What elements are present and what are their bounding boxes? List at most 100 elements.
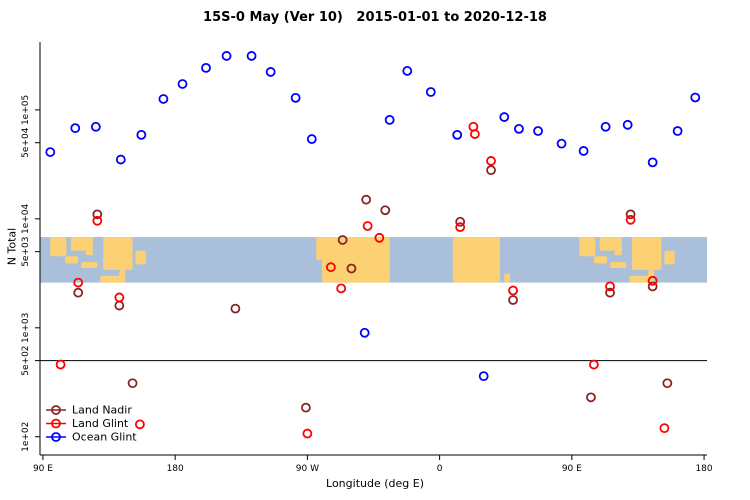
data-point-land-nadir: [73, 287, 84, 298]
data-point-ocean-glint: [90, 121, 101, 132]
data-point-land-nadir: [114, 300, 125, 311]
data-point-land-nadir: [346, 263, 357, 274]
data-point-land-glint: [114, 292, 125, 303]
data-point-land-nadir: [625, 209, 636, 220]
map-band-land: [103, 237, 133, 270]
map-band-land: [599, 237, 615, 251]
map-band-land: [579, 237, 596, 257]
data-point-land-glint: [302, 428, 313, 439]
data-point-ocean-glint: [578, 146, 589, 156]
x-tick-label: 90 E: [562, 464, 582, 474]
data-point-ocean-glint: [45, 147, 56, 157]
map-band-land: [610, 262, 627, 269]
map-band-land: [452, 237, 500, 283]
data-point-ocean-glint: [115, 154, 126, 165]
map-band-land: [664, 250, 675, 265]
data-point-land-nadir: [301, 402, 311, 413]
y-tick-label: 5e+04: [21, 127, 31, 158]
map-band-land: [316, 237, 324, 260]
data-point-ocean-glint: [384, 114, 395, 125]
data-point-land-glint: [605, 281, 615, 292]
data-point-ocean-glint: [533, 126, 543, 136]
data-point-ocean-glint: [499, 112, 510, 122]
map-band-land: [614, 237, 622, 256]
y-tick-label: 5e+03: [21, 237, 31, 267]
data-point-ocean-glint: [201, 62, 211, 73]
map-band-land: [70, 237, 86, 251]
data-point-land-glint: [325, 262, 336, 273]
data-point-ocean-glint: [672, 126, 683, 136]
data-point-land-nadir: [92, 209, 103, 220]
map-band-land: [119, 269, 126, 283]
data-point-land-glint: [336, 283, 347, 294]
data-point-ocean-glint: [136, 129, 147, 140]
data-point-ocean-glint: [177, 79, 188, 89]
x-tick-label: 180: [695, 464, 712, 474]
map-band-land: [50, 237, 67, 257]
map-band-land: [593, 256, 608, 264]
y-tick-label: 1e+02: [21, 422, 31, 452]
map-band-land: [322, 237, 390, 283]
legend-marker-land-nadir: [51, 405, 61, 415]
data-point-land-nadir: [455, 216, 466, 227]
data-point-land-glint: [92, 215, 103, 226]
x-tick-label: 180: [167, 464, 184, 474]
data-point-ocean-glint: [402, 66, 413, 76]
data-point-ocean-glint: [306, 134, 317, 144]
y-tick-label: 1e+05: [21, 95, 31, 125]
data-point-land-nadir: [647, 281, 658, 292]
legend-label-land-glint: Land Glint: [72, 417, 129, 430]
data-point-land-glint: [625, 214, 636, 225]
map-band-land: [81, 262, 98, 269]
x-tick-label: 0: [437, 464, 443, 474]
data-point-ocean-glint: [290, 92, 301, 103]
data-point-land-nadir: [486, 165, 496, 176]
data-point-ocean-glint: [514, 123, 524, 134]
map-band-land: [100, 275, 121, 283]
data-point-land-glint: [588, 359, 599, 370]
x-tick-label: 90 W: [296, 464, 319, 474]
legend-label-land-nadir: Land Nadir: [72, 404, 132, 417]
data-point-ocean-glint: [221, 51, 232, 61]
legend-label-ocean-glint: Ocean Glint: [72, 431, 137, 444]
map-band-land: [135, 250, 146, 265]
y-axis-title: N Total: [5, 227, 19, 266]
legend-marker-ocean-glint: [51, 432, 61, 442]
data-point-land-nadir: [361, 194, 372, 205]
y-tick-label: 1e+04: [21, 203, 31, 234]
data-point-land-glint: [647, 275, 658, 286]
data-point-land-glint: [73, 277, 84, 288]
data-point-land-nadir: [508, 295, 518, 305]
data-point-ocean-glint: [622, 119, 633, 130]
data-point-land-glint: [455, 222, 466, 233]
data-point-land-glint: [135, 419, 145, 430]
data-point-land-glint: [374, 232, 385, 243]
data-point-land-glint: [486, 156, 496, 166]
data-point-land-nadir: [337, 235, 348, 245]
data-point-ocean-glint: [246, 51, 257, 61]
data-point-ocean-glint: [359, 327, 370, 338]
data-point-ocean-glint: [158, 94, 169, 104]
data-point-ocean-glint: [70, 123, 81, 134]
map-band-land: [85, 237, 93, 256]
data-point-ocean-glint: [265, 67, 276, 77]
map-band-land: [629, 275, 650, 283]
chart-title: 15S-0 May (Ver 10) 2015-01-01 to 2020-12…: [203, 10, 547, 25]
map-band-land: [64, 256, 79, 264]
x-axis-title: Longitude (deg E): [326, 477, 424, 490]
y-tick-label: 1e+03: [21, 313, 31, 343]
data-point-ocean-glint: [690, 92, 701, 103]
data-point-land-glint: [508, 285, 518, 296]
data-point-ocean-glint: [478, 371, 489, 382]
data-point-land-glint: [469, 129, 480, 139]
legend-marker-land-glint: [51, 418, 61, 429]
data-point-land-glint: [55, 359, 66, 370]
data-point-land-nadir: [605, 287, 615, 298]
data-point-ocean-glint: [425, 87, 436, 97]
map-band-land: [504, 273, 511, 283]
data-point-ocean-glint: [647, 157, 658, 168]
data-point-land-nadir: [586, 392, 596, 403]
x-tick-label: 90 E: [33, 464, 53, 474]
